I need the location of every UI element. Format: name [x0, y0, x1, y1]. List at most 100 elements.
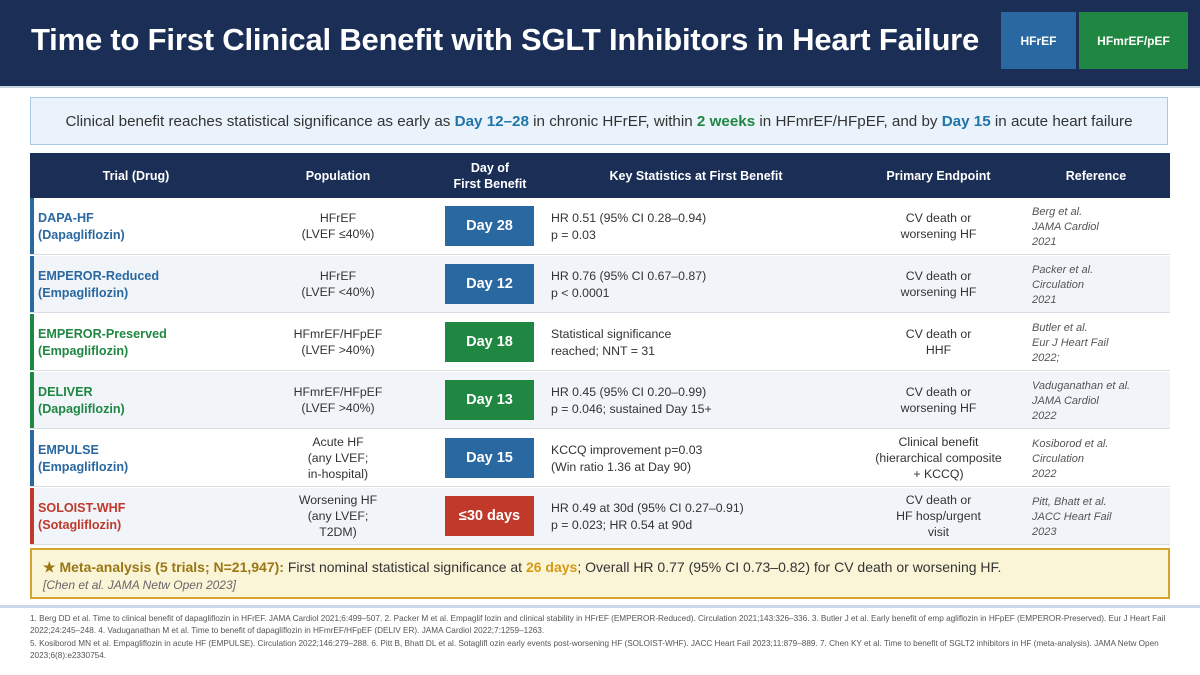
endpoint-line-1: CV death or [905, 269, 972, 283]
endpoint-line-1: CV death or [905, 385, 972, 399]
header-primary-endpoint: Primary Endpoint [886, 168, 991, 183]
row-accent-bar [30, 314, 34, 370]
statistics-line-2: (Win ratio 1.36 at Day 90) [551, 460, 692, 474]
callout-text-4: in acute heart failure [990, 112, 1133, 130]
meta-text-1: First nominal statistical significance a… [283, 559, 526, 575]
reference-line: Packer et al. [1032, 264, 1094, 276]
row-accent-bar [30, 256, 34, 312]
reference-line: Circulation [1032, 279, 1084, 291]
population-line-2: (any LVEF; [307, 451, 369, 465]
reference-line: JAMA Cardiol [1032, 395, 1099, 407]
reference-cell: Pitt, Bhatt et al. JACC Heart Fail 2023 [1032, 495, 1152, 539]
statistics-line-2: p = 0.03 [551, 228, 596, 242]
reference-cell: Butler et al.Eur J Heart Fail2022;Anker … [1032, 321, 1152, 365]
trial-drug: (Dapagliflozin) [38, 228, 125, 242]
star-icon: ★ [43, 559, 56, 575]
population-line-2: (LVEF >40%) [301, 343, 375, 357]
endpoint-line-1: CV death or [905, 327, 972, 341]
statistics-line-1: HR 0.51 (95% CI 0.28–0.94) [551, 211, 707, 225]
reference-cell: Vaduganathan et al. JAMA Cardiol 2022 [1032, 379, 1152, 423]
reference-line: Kosiborod et al. [1032, 438, 1109, 450]
population-line-1: HFrEF [319, 211, 357, 225]
reference-line: 2023 [1032, 526, 1057, 538]
endpoint-line-2: worsening HF [900, 285, 977, 299]
endpoint-line-1: CV death or [905, 493, 972, 507]
meta-days: 26 days [525, 559, 578, 575]
day-of-first-benefit-badge: Day 12 [445, 264, 534, 304]
header-population: Population [305, 168, 371, 183]
primary-endpoint-cell: CV death or HHF [866, 314, 1011, 370]
reference-line: Vaduganathan et al. [1032, 380, 1131, 392]
row-accent-bar [30, 488, 34, 544]
primary-endpoint-cell: CV death or worsening HF [866, 256, 1011, 312]
callout-hfref-days: Day 12–28 [454, 112, 529, 130]
population-cell: HFmrEF/HFpEF (LVEF >40%) [268, 372, 408, 428]
population-line-1: HFmrEF/HFpEF [293, 327, 383, 341]
header-divider [0, 86, 1200, 88]
statistics-line-1: HR 0.49 at 30d (95% CI 0.27–0.91) [551, 501, 744, 515]
statistics-line-1: KCCQ improvement p=0.03 [551, 443, 703, 457]
population-cell: HFrEF (LVEF ≤40%) [268, 198, 408, 254]
day-of-first-benefit-badge: Day 28 [445, 206, 534, 246]
trial-name: EMPEROR-Reduced [38, 269, 160, 283]
endpoint-line-1: CV death or [905, 211, 972, 225]
trial-drug: (Sotagliflozin) [38, 518, 122, 532]
header-trial: Trial (Drug) [102, 168, 170, 183]
population-cell: Worsening HF (any LVEF; T2DM) [268, 488, 408, 544]
population-cell: Acute HF (any LVEF; in-hospital) [268, 430, 408, 486]
footnote-2: 5. Kosiborod MN et al. Empagliflozin in … [30, 639, 1159, 660]
population-line-1: HFmrEF/HFpEF [293, 385, 383, 399]
table-row: SOLOIST-WHF (Sotagliflozin) Worsening HF (a… [30, 488, 1170, 545]
callout-text-2: in chronic HFrEF, within [528, 112, 697, 130]
callout-acute-day: Day 15 [941, 112, 991, 130]
trial-name: SOLOIST-WHF [38, 501, 126, 515]
meta-citation: [Chen et al. JAMA Netw Open 2023] [43, 578, 236, 592]
reference-line: 2022; [1032, 352, 1060, 364]
endpoint-line-1: Clinical benefit [898, 435, 979, 449]
reference-line: Berg et al. [1032, 206, 1083, 218]
population-line-2: (LVEF ≤40%) [301, 227, 375, 241]
reference-line: JACC Heart Fail [1032, 511, 1112, 523]
statistics-line-2: reached; NNT = 31 [551, 344, 656, 358]
population-line-2: (LVEF >40%) [301, 401, 375, 415]
key-statistics-cell: HR 0.76 (95% CI 0.67–0.87) p < 0.0001 [551, 268, 706, 302]
callout-text-1: Clinical benefit reaches statistical sig… [65, 112, 451, 130]
endpoint-line-2: (hierarchical composite [875, 451, 1002, 465]
statistics-line-1: HR 0.76 (95% CI 0.67–0.87) [551, 269, 707, 283]
primary-endpoint-cell: Clinical benefit (hierarchical composite +… [866, 430, 1011, 486]
table-row: EMPEROR-Preserved (Empagliflozin) HFmrEF/H… [30, 314, 1170, 371]
meta-text-2: ; Overall HR 0.77 (95% CI 0.73–0.82) for… [577, 559, 1002, 575]
trial-name-cell: SOLOIST-WHF (Sotagliflozin) [38, 500, 125, 534]
population-line-3: in-hospital) [307, 467, 369, 481]
population-line-2: (LVEF <40%) [301, 285, 375, 299]
day-of-first-benefit-badge: Day 13 [445, 380, 534, 420]
population-line-1: Acute HF [312, 435, 364, 449]
day-of-first-benefit-badge: Day 15 [445, 438, 534, 478]
day-of-first-benefit-badge: Day 18 [445, 322, 534, 362]
trial-drug: (Empagliflozin) [38, 460, 129, 474]
key-statistics-cell: HR 0.45 (95% CI 0.20–0.99) p = 0.046; sus… [551, 384, 712, 418]
slide-title: Time to First Clinical Benefit with SGLT… [31, 22, 980, 57]
primary-endpoint-cell: CV death or worsening HF [866, 372, 1011, 428]
meta-analysis-lead: Meta-analysis (5 trials; N=21,947): [59, 559, 284, 575]
trial-name: EMPEROR-Preserved [38, 327, 167, 341]
population-cell: HFmrEF/HFpEF (LVEF >40%) [268, 314, 408, 370]
primary-endpoint-cell: CV death or worsening HF [866, 198, 1011, 254]
primary-endpoint-cell: CV death or HF hosp/urgent visit [866, 488, 1011, 544]
header-key-statistics: Key Statistics at First Benefit [609, 168, 783, 183]
hfmref-pef-button[interactable]: HFmrEF/pEF [1079, 12, 1188, 69]
row-accent-bar [30, 372, 34, 428]
endpoint-line-3: visit [927, 525, 950, 539]
trial-drug: (Empagliflozin) [38, 344, 129, 358]
key-statistics-cell: Statistical significance reached; NNT = 3… [551, 326, 671, 360]
population-cell: HFrEF (LVEF <40%) [268, 256, 408, 312]
statistics-line-2: p = 0.046; sustained Day 15+ [551, 402, 712, 416]
meta-analysis-box: ★ Meta-analysis (5 trials; N=21,947): Fi… [30, 548, 1170, 599]
population-line-3: T2DM) [319, 525, 357, 539]
key-statistics-cell: KCCQ improvement p=0.03 (Win ratio 1.36 a… [551, 442, 702, 476]
callout-hfpef-weeks: 2 weeks [696, 112, 756, 130]
hfref-button[interactable]: HFrEF [1001, 12, 1076, 69]
reference-line: JAMA Cardiol [1032, 221, 1099, 233]
statistics-line-2: p = 0.023; HR 0.54 at 90d [551, 518, 693, 532]
endpoint-line-3: + KCCQ) [913, 467, 964, 481]
